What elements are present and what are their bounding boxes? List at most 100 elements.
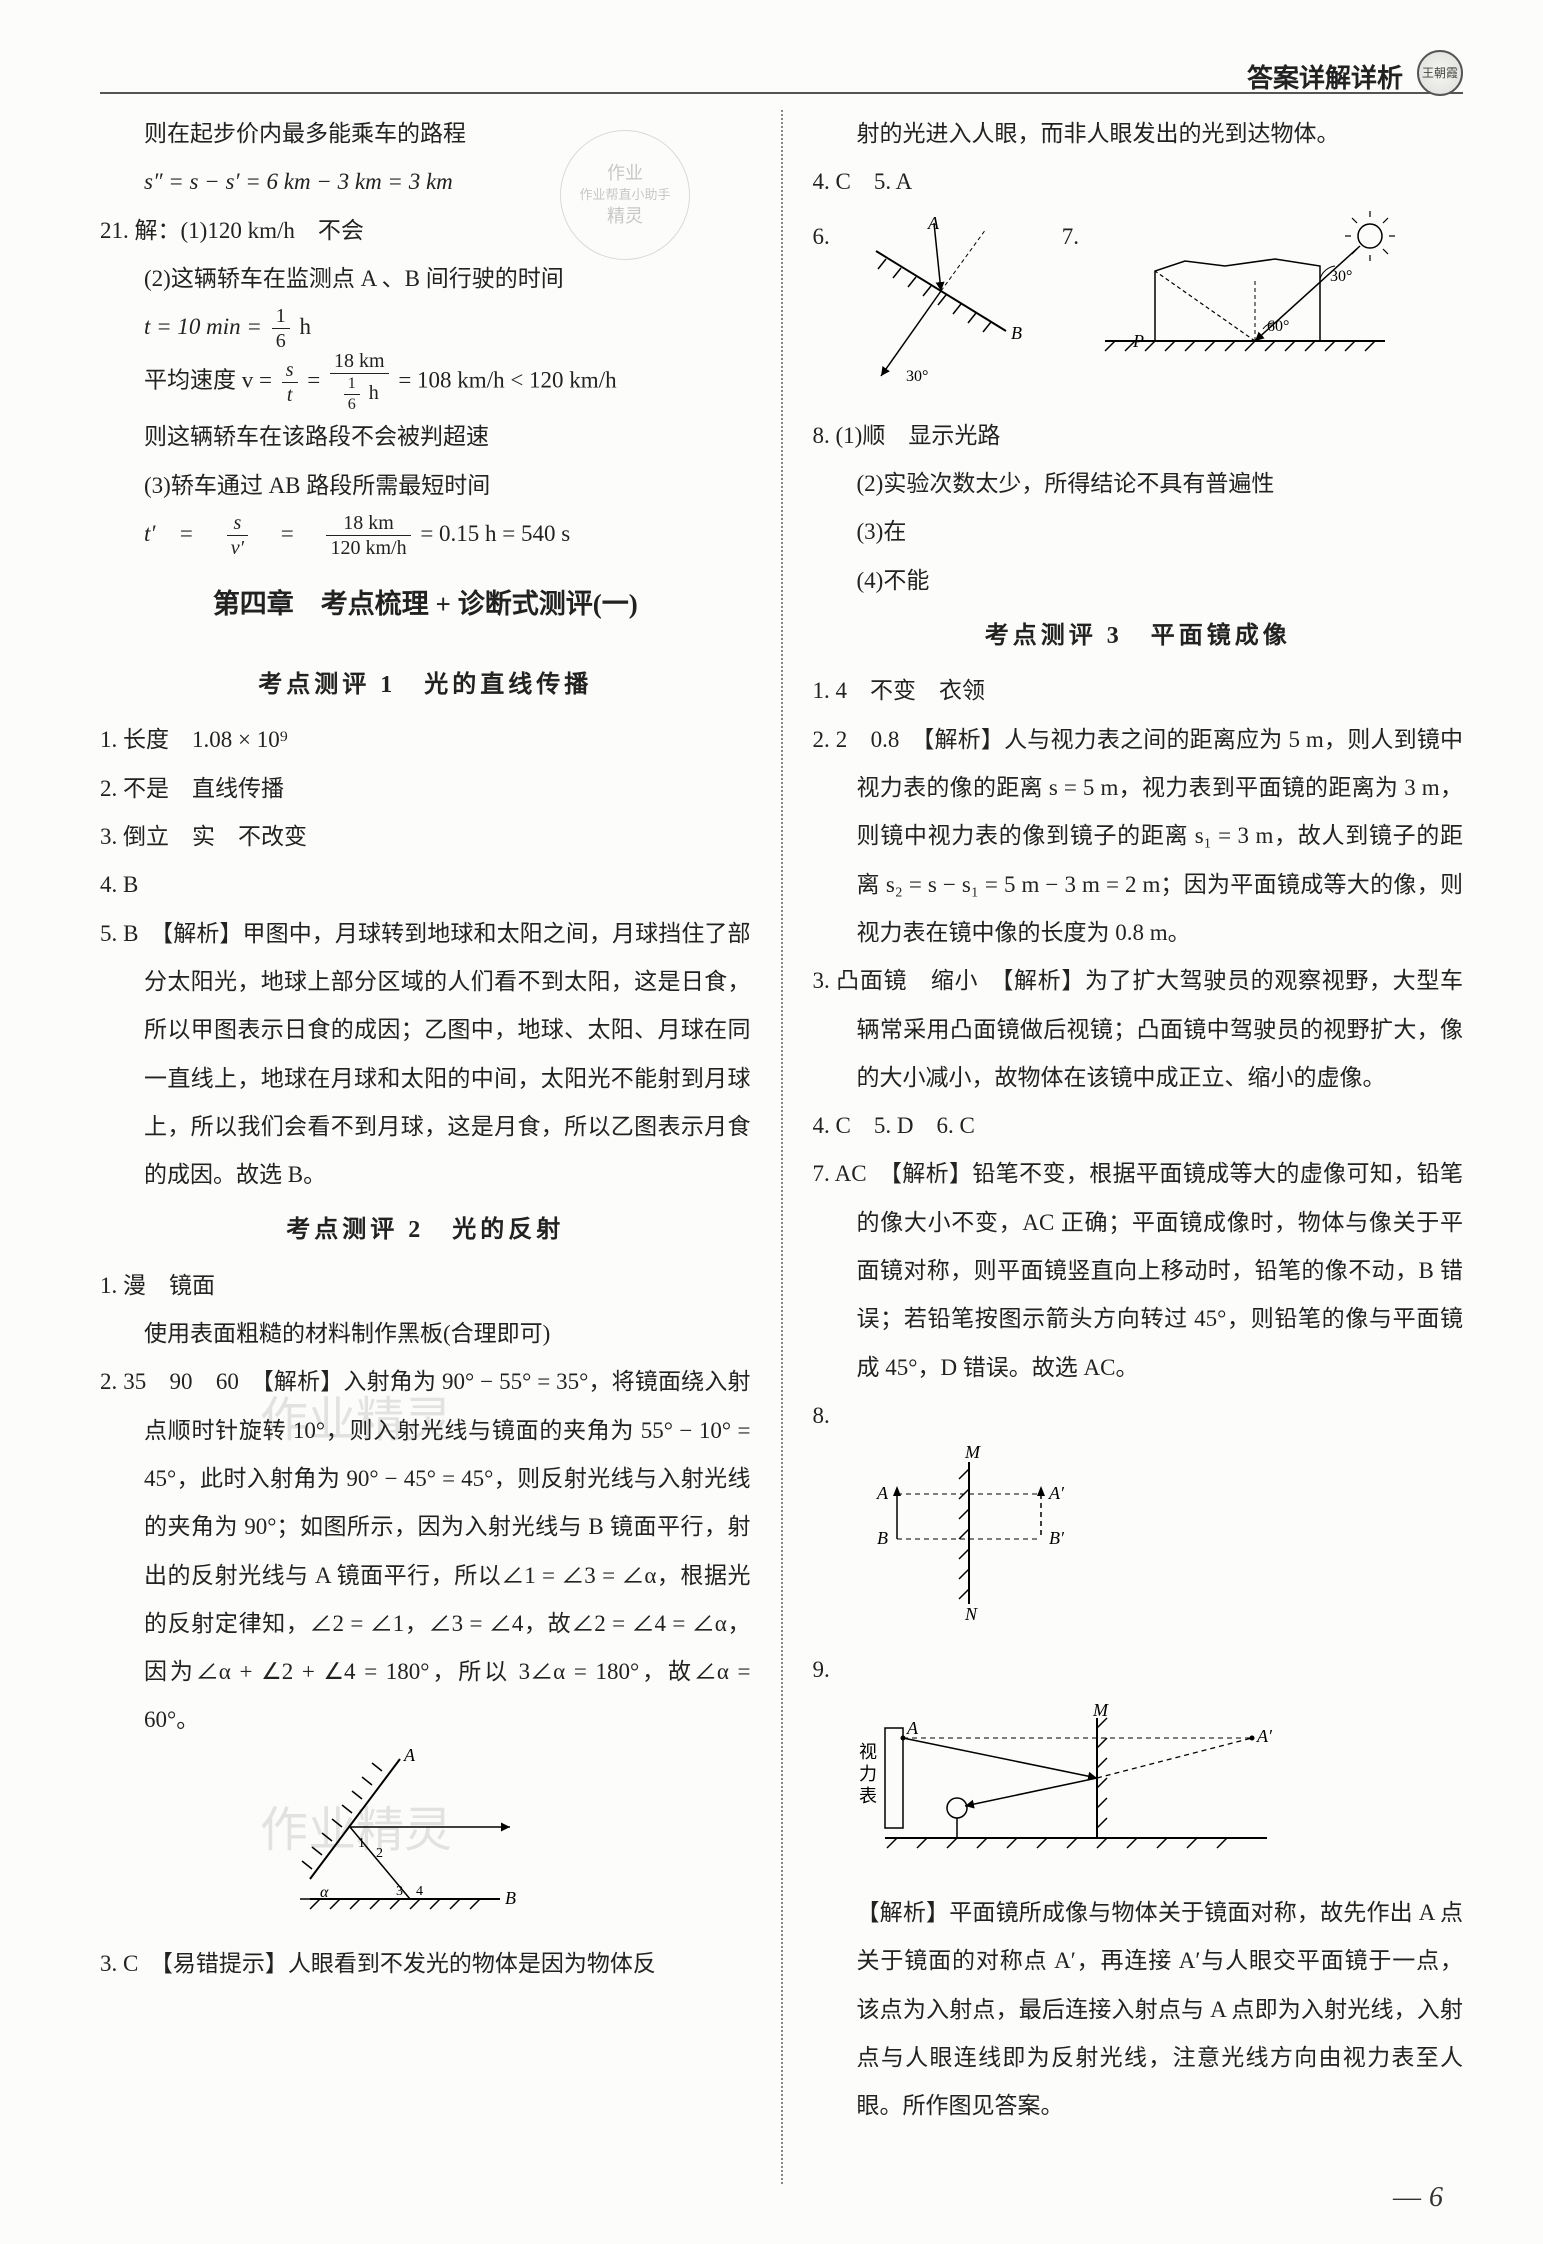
q21-tp-result: = 0.15 h = 540 s: [420, 521, 570, 546]
left-column: 则在起步价内最多能乘车的路程 s″ = s − s′ = 6 km − 3 km…: [100, 110, 781, 2184]
kp2-title: 考点测评 2 光的反射: [100, 1205, 751, 1255]
q21-v-f2n: 18 km: [330, 351, 389, 374]
kp2-1b: 使用表面粗糙的材料制作黑板(合理即可): [100, 1310, 751, 1358]
r2-4: 4. C: [813, 169, 851, 194]
d8-A: A: [876, 1483, 889, 1503]
q21-c: 则这辆轿车在该路段不会被判超速: [100, 413, 751, 461]
kp3-7-label: 7.: [813, 1161, 830, 1186]
right-column: 射的光进入人眼，而非人眼发出的光到达物体。 4. C 5. A 6.: [783, 110, 1464, 2184]
diagram-6: A B 30°: [846, 211, 1046, 408]
kp3-2-label: 2.: [813, 727, 830, 752]
d6-A: A: [927, 213, 940, 233]
r1: 射的光进入人眼，而非人眼发出的光到达物体。: [813, 110, 1464, 158]
page: 答案详解详析 王朝霞 作业 作业帮直小助手 精灵 作业精灵 作业精灵 则在起步价…: [0, 0, 1543, 2244]
q21-v-eq: =: [307, 368, 326, 393]
q21-label: 21.: [100, 218, 129, 243]
q21-d: (3)轿车通过 AB 路段所需最短时间: [100, 462, 751, 510]
q21-a: 解：(1)120 km/h 不会: [135, 218, 364, 243]
r8-d: (4)不能: [813, 557, 1464, 605]
kp1-5: B 【解析】甲图中，月球转到地球和太阳之间，月球挡住了部分太阳光，地球上部分区域…: [123, 921, 750, 1187]
d9-label-1: 视: [859, 1742, 877, 1762]
left-l2: s″ = s − s′ = 6 km − 3 km = 3 km: [144, 169, 453, 194]
q21-v-f2dd: 6: [344, 395, 360, 413]
d9-Ap: A′: [1256, 1726, 1273, 1746]
q21-tp-f1n: s: [227, 513, 248, 536]
kp1-5-label: 5.: [100, 921, 117, 946]
kp2-2-label: 2.: [100, 1369, 117, 1394]
diagram-9: 视 力 表: [857, 1698, 1277, 1885]
q21-v-result: = 108 km/h < 120 km/h: [398, 368, 616, 393]
page-number: —6: [1393, 2182, 1443, 2214]
kp1-2-label: 2.: [100, 776, 117, 801]
d7-ang2: 30°: [1330, 268, 1352, 285]
diagram-8: M N A B: [857, 1444, 1087, 1641]
diag-ab-1: 1: [358, 1836, 365, 1851]
d8-B: B: [877, 1528, 888, 1548]
diag-ab-B: B: [505, 1888, 516, 1908]
q21-tp-f2d: 120 km/h: [326, 536, 410, 558]
kp2-3-label: 3.: [100, 1951, 117, 1976]
diagram-7: P 60° 30°: [1095, 211, 1395, 408]
d8-Ap: A′: [1048, 1483, 1065, 1503]
q21-tp-f1d: v′: [227, 536, 248, 558]
q21-v-label: 平均速度 v =: [144, 368, 278, 393]
r6-label: 6.: [813, 207, 830, 261]
kp1-2: 不是 直线传播: [123, 776, 284, 801]
d9-label-2: 力: [859, 1764, 877, 1784]
kp1-4-label: 4.: [100, 872, 117, 897]
r7-label: 7.: [1062, 207, 1079, 261]
kp3-9-label: 9.: [813, 1657, 830, 1682]
d6-ang: 30°: [906, 368, 928, 385]
kp1-title: 考点测评 1 光的直线传播: [100, 660, 751, 710]
q21-v-f1n: s: [282, 360, 298, 383]
d7-ang1: 60°: [1267, 318, 1289, 335]
r2-5: 5. A: [874, 169, 912, 194]
kp3-7: AC 【解析】铅笔不变，根据平面镜成等大的虚像可知，铅笔的像大小不变，AC 正确…: [835, 1161, 1463, 1379]
kp3-3-label: 3.: [813, 968, 830, 993]
q21-v-f2du: h: [364, 383, 379, 405]
columns: 则在起步价内最多能乘车的路程 s″ = s − s′ = 6 km − 3 km…: [100, 110, 1463, 2184]
kp2-2: 35 90 60 【解析】入射角为 90° − 55° = 35°，将镜面绕入射…: [123, 1369, 750, 1732]
kp1-3: 倒立 实 不改变: [123, 824, 307, 849]
r8-b: (2)实验次数太少，所得结论不具有普遍性: [813, 460, 1464, 508]
r8-label: 8.: [813, 423, 830, 448]
kp3-456: 4. C 5. D 6. C: [813, 1102, 1464, 1150]
kp1-1-label: 1.: [100, 727, 117, 752]
d9-M: M: [1092, 1700, 1109, 1720]
diag-ab-2: 2: [376, 1846, 383, 1861]
kp3-1-label: 1.: [813, 678, 830, 703]
q21-t-den: 6: [272, 329, 290, 351]
d8-Bp: B′: [1049, 1528, 1065, 1548]
kp2-1a: 漫 镜面: [123, 1273, 215, 1298]
r8-c: (3)在: [813, 508, 1464, 556]
q21-v-f1d: t: [282, 383, 298, 405]
pagenum-dash: —: [1393, 2182, 1421, 2213]
d8-N: N: [964, 1604, 978, 1624]
header-title: 答案详解详析: [1247, 58, 1403, 95]
d7-P: P: [1132, 331, 1144, 351]
d9-label-3: 表: [859, 1786, 877, 1806]
pagenum-val: 6: [1429, 2182, 1443, 2213]
kp3-title: 考点测评 3 平面镜成像: [813, 611, 1464, 661]
kp1-1: 长度 1.08 × 10⁹: [123, 727, 288, 752]
diag-ab-alpha: α: [320, 1884, 329, 1901]
content-area: 则在起步价内最多能乘车的路程 s″ = s − s′ = 6 km − 3 km…: [100, 110, 1463, 2184]
kp3-8-label: 8.: [813, 1403, 830, 1428]
kp3-9-exp: 【解析】平面镜所成像与物体关于镜面对称，故先作出 A 点关于镜面的对称点 A′，…: [813, 1889, 1464, 2130]
diag-ab-3: 3: [396, 1884, 403, 1899]
kp1-4: B: [123, 872, 138, 897]
r8-a: (1)顺 显示光路: [836, 423, 1001, 448]
q21-tp-eq: =: [258, 521, 317, 546]
kp3-3: 凸面镜 缩小 【解析】为了扩大驾驶员的观察视野，大型车辆常采用凸面镜做后视镜；凸…: [836, 968, 1463, 1090]
chapter4-title: 第四章 考点梳理 + 诊断式测评(一): [100, 576, 751, 633]
q21-tp-f2n: 18 km: [326, 513, 410, 536]
logo-badge: 王朝霞: [1417, 50, 1463, 96]
q21-b: (2)这辆轿车在监测点 A 、B 间行驶的时间: [100, 255, 751, 303]
q21-t-num: 1: [272, 306, 290, 329]
q21-t-unit: h: [299, 314, 311, 339]
left-l1: 则在起步价内最多能乘车的路程: [100, 110, 751, 158]
kp2-1-label: 1.: [100, 1273, 117, 1298]
d6-B: B: [1011, 323, 1022, 343]
row-6-7: 6.: [813, 207, 1464, 412]
d9-A: A: [906, 1718, 919, 1738]
